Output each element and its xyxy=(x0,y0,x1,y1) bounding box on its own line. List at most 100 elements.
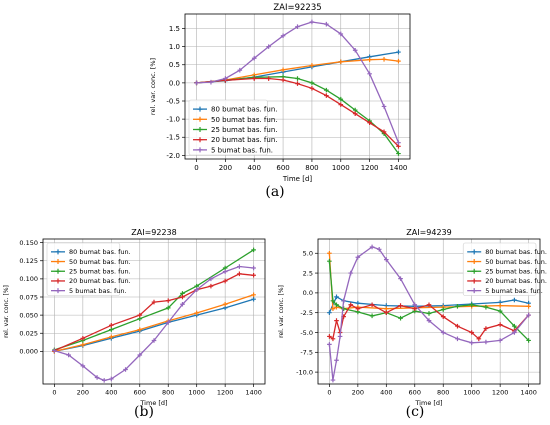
data-point xyxy=(367,71,372,77)
y-tick-label: 1.0 xyxy=(169,43,180,51)
legend-marker xyxy=(471,268,477,274)
data-point xyxy=(109,334,114,340)
data-point xyxy=(165,298,171,303)
data-point xyxy=(369,302,375,308)
data-point xyxy=(367,120,372,126)
data-point xyxy=(223,76,228,81)
x-tick-label: 400 xyxy=(248,164,261,172)
data-point xyxy=(295,81,300,86)
chart-zai-92238: ZAI=92238 0 200 400 600 800 1000 1200 1400 0.000 0… xyxy=(3,228,266,407)
data-point xyxy=(355,300,361,306)
data-point xyxy=(251,265,256,271)
y-tick-label: 0.150 xyxy=(19,239,38,247)
data-point xyxy=(251,292,256,298)
data-point xyxy=(101,378,107,383)
data-point xyxy=(512,330,517,335)
data-point xyxy=(526,338,531,343)
data-point xyxy=(251,76,257,81)
data-point xyxy=(337,334,343,339)
legend-label: 20 bumat bas. fun. xyxy=(69,277,131,285)
legend-marker xyxy=(55,278,61,284)
data-point xyxy=(426,311,432,316)
data-point xyxy=(137,352,143,358)
data-point xyxy=(384,257,389,262)
y-tick-label: -0.5 xyxy=(166,97,180,105)
data-point xyxy=(180,294,185,300)
data-point xyxy=(469,330,474,335)
data-point xyxy=(330,306,336,312)
data-point xyxy=(251,296,256,302)
caption-a: (a) xyxy=(265,184,285,200)
data-point xyxy=(109,376,114,382)
series-line-1 xyxy=(54,298,254,353)
data-point xyxy=(455,304,460,309)
legend-marker xyxy=(197,137,203,143)
legend-label: 50 bumat bas. fun. xyxy=(69,258,131,266)
legend-label: 5 bumat bas. fun. xyxy=(485,287,543,295)
data-point xyxy=(165,305,171,311)
series-line-2 xyxy=(54,294,254,353)
series-group xyxy=(327,244,531,383)
plot-frame xyxy=(317,238,541,385)
data-point xyxy=(512,323,517,329)
data-point xyxy=(194,287,199,293)
y-tick-label: 5.0 xyxy=(303,250,313,258)
legend-marker xyxy=(197,127,203,132)
data-point xyxy=(208,276,214,282)
data-point xyxy=(137,312,143,318)
x-tick-label: 1000 xyxy=(188,389,205,397)
data-point xyxy=(334,302,339,308)
data-point xyxy=(324,21,329,27)
data-point xyxy=(398,303,403,308)
legend-marker xyxy=(471,259,477,265)
data-point xyxy=(251,272,256,278)
data-point xyxy=(512,297,517,303)
legend-marker xyxy=(55,259,61,265)
legend-label: 25 bumat bas. fun. xyxy=(211,126,277,134)
data-point xyxy=(327,258,332,264)
legend-label: 80 bumat bas. fun. xyxy=(211,106,277,114)
data-point xyxy=(222,301,228,307)
caption-c: (c) xyxy=(405,404,425,420)
x-tick-label: 600 xyxy=(134,389,146,397)
x-tick-label: 200 xyxy=(219,164,232,172)
data-point xyxy=(367,57,372,62)
y-tick-label: 0.025 xyxy=(19,330,38,338)
data-point xyxy=(80,363,86,369)
data-point xyxy=(426,318,432,323)
data-point xyxy=(396,151,401,156)
legend-label: 20 bumat bas. fun. xyxy=(211,136,277,144)
data-point xyxy=(398,315,403,321)
x-axis-label: Time [d] xyxy=(414,399,442,407)
y-tick-label: 0.5 xyxy=(169,61,180,69)
legend-label: 25 bumat bas. fun. xyxy=(485,268,547,276)
x-axis-label: Time [d] xyxy=(139,399,167,407)
y-tick-label: -2.0 xyxy=(166,152,180,160)
data-point xyxy=(66,352,71,358)
data-point xyxy=(338,59,344,65)
legend-marker xyxy=(471,288,477,294)
x-tick-label: 1000 xyxy=(463,389,480,397)
data-point xyxy=(237,264,242,269)
legend: 80 bumat bas. fun. 50 bumat bas. fun. 25 b… xyxy=(46,242,131,296)
x-tick-label: 600 xyxy=(276,164,289,172)
legend-marker xyxy=(55,268,61,274)
data-point xyxy=(338,31,344,37)
data-point xyxy=(208,79,214,85)
legend: 80 bumat bas. fun. 50 bumat bas. fun. 25 b… xyxy=(188,99,277,156)
x-tick-label: 200 xyxy=(77,389,89,397)
data-point xyxy=(180,301,185,307)
data-point xyxy=(469,302,474,308)
legend-marker xyxy=(197,106,203,112)
data-point xyxy=(251,247,256,253)
legend-marker xyxy=(55,288,61,294)
data-point xyxy=(295,24,300,29)
data-point xyxy=(348,270,354,276)
x-tick-label: 1200 xyxy=(361,164,379,172)
data-point xyxy=(222,278,228,284)
y-tick-label: 0.0 xyxy=(169,79,180,87)
data-point xyxy=(369,313,375,319)
data-point xyxy=(123,367,128,372)
x-tick-label: 800 xyxy=(162,389,174,397)
data-point xyxy=(151,338,157,343)
